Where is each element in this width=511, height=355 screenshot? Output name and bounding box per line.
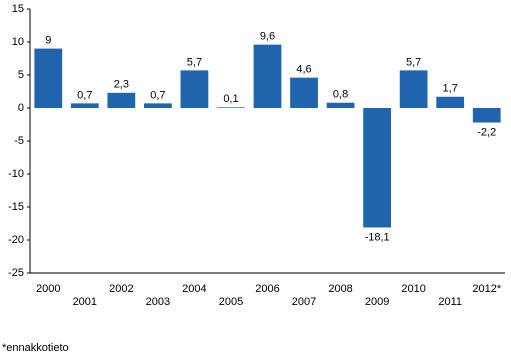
- y-tick-label: 15: [12, 3, 24, 15]
- value-label: -18,1: [365, 231, 390, 243]
- bar: [253, 44, 282, 108]
- y-tick-label: 0: [18, 102, 24, 114]
- x-tick-label: 2012*: [472, 283, 501, 295]
- bar: [180, 70, 209, 108]
- value-label: 5,7: [187, 56, 202, 68]
- bar: [144, 103, 172, 108]
- x-tick-label: 2011: [438, 296, 462, 308]
- x-tick-label: 2010: [401, 283, 425, 295]
- footnote: *ennakkotieto: [2, 342, 69, 354]
- value-label: -2,2: [477, 126, 496, 138]
- value-label: 1,7: [443, 83, 458, 95]
- x-tick-label: 2006: [255, 283, 279, 295]
- bar: [326, 102, 355, 108]
- value-label: 2,3: [114, 79, 129, 91]
- x-tick-label: 2003: [146, 296, 170, 308]
- x-tick-label: 2007: [292, 296, 316, 308]
- y-tick-label: 10: [12, 36, 24, 48]
- x-tick-label: 2000: [36, 283, 60, 295]
- y-tick-label: -25: [8, 267, 24, 279]
- value-label: 0,7: [77, 89, 92, 101]
- value-label: 5,7: [406, 56, 421, 68]
- bar: [107, 92, 136, 108]
- x-tick-label: 2002: [109, 283, 133, 295]
- value-label: 0,7: [150, 89, 165, 101]
- bar: [70, 103, 99, 108]
- y-tick-label: -10: [8, 168, 24, 180]
- value-label: 9: [45, 35, 51, 47]
- x-tick-label: 2001: [73, 296, 97, 308]
- y-tick-label: 5: [18, 69, 24, 81]
- value-label: 0,8: [333, 89, 348, 101]
- bar: [472, 108, 501, 123]
- value-label: 4,6: [296, 64, 311, 76]
- y-tick-label: -15: [8, 201, 24, 213]
- y-tick-label: -5: [14, 135, 24, 147]
- x-tick-label: 2004: [182, 283, 206, 295]
- x-tick-label: 2009: [365, 296, 389, 308]
- y-tick-label: -20: [8, 234, 24, 246]
- bar: [290, 77, 318, 108]
- bar: [34, 48, 63, 108]
- bar: [363, 108, 391, 228]
- bar: [436, 96, 465, 108]
- value-label: 0,1: [223, 93, 238, 105]
- bar: [217, 107, 245, 108]
- bar: [399, 70, 428, 108]
- x-tick-label: 2008: [328, 283, 352, 295]
- x-tick-label: 2005: [219, 296, 243, 308]
- value-label: 9,6: [260, 31, 275, 43]
